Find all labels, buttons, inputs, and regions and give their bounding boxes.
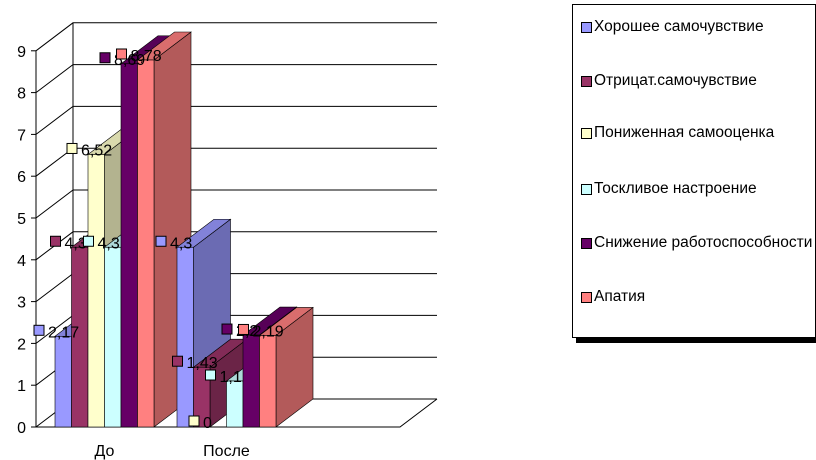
- data-label: 4,3: [65, 235, 87, 252]
- gridline: [35, 105, 437, 135]
- y-tick-label: 3: [17, 295, 26, 312]
- gridline: [35, 64, 437, 93]
- data-label-marker: [188, 415, 200, 427]
- data-label-marker: [66, 142, 78, 154]
- bar: [259, 335, 277, 428]
- y-tick-label: 9: [17, 44, 26, 61]
- x-tick-label: После: [203, 443, 250, 460]
- bar: [242, 334, 260, 428]
- legend-item-reduced-capacity: Снижение работоспособности: [581, 233, 816, 252]
- legend-swatch: [581, 238, 592, 249]
- bar: [226, 380, 244, 428]
- legend-item-sad-mood: Тоскливое настроение: [581, 179, 816, 198]
- data-label-marker: [221, 323, 233, 335]
- y-tick-label: 7: [17, 127, 26, 144]
- bar: [193, 366, 211, 428]
- bar: [87, 154, 105, 428]
- x-axis: [36, 398, 438, 428]
- data-label: 2,19: [253, 323, 284, 340]
- data-label: 2,17: [48, 324, 79, 341]
- data-label-marker: [205, 369, 216, 381]
- legend-swatch: [581, 292, 592, 303]
- data-label-marker: [83, 235, 94, 247]
- data-label: 4,3: [98, 235, 120, 252]
- data-label-marker: [50, 235, 61, 247]
- data-label: 0: [203, 415, 212, 432]
- legend-label: Тоскливое настроение: [594, 180, 757, 197]
- legend-item-low-self-esteem: Пониженная самооценка: [581, 123, 816, 142]
- legend-swatch: [581, 128, 592, 139]
- data-label-marker: [155, 235, 167, 247]
- y-tick-label: 2: [17, 336, 26, 353]
- legend-swatch: [581, 22, 592, 33]
- bar: [176, 246, 194, 428]
- x-tick-label: До: [95, 443, 115, 460]
- legend-label: Хорошее самочувствие: [594, 18, 764, 35]
- legend-item-negative-wellbeing: Отрицат.самочувствие: [581, 71, 816, 90]
- y-tick-label: 1: [17, 378, 26, 395]
- data-label-marker: [33, 324, 45, 336]
- y-tick-label: 4: [17, 253, 26, 270]
- legend-swatch: [581, 184, 592, 195]
- data-label-marker: [99, 52, 111, 64]
- legend-label: Пониженная самооценка: [594, 124, 775, 141]
- data-label: 1,43: [187, 355, 218, 372]
- bar: [104, 246, 122, 428]
- legend-item-good-wellbeing: Хорошее самочувствие: [581, 17, 816, 36]
- bar: [120, 63, 138, 428]
- data-label-marker: [238, 323, 249, 335]
- data-label: 8,78: [131, 48, 162, 65]
- data-label: 6,52: [81, 142, 112, 159]
- data-label: 4,3: [170, 235, 192, 252]
- y-tick-label: 8: [17, 86, 26, 103]
- y-tick-label: 0: [17, 420, 26, 437]
- legend-item-apathy: Апатия: [581, 287, 816, 306]
- legend-label: Отрицат.самочувствие: [594, 72, 757, 89]
- gridline: [35, 22, 437, 52]
- data-label-marker: [116, 48, 127, 60]
- chart-legend: Хорошее самочувствие Отрицат.самочувстви…: [572, 4, 816, 338]
- y-tick-label: 5: [17, 211, 26, 228]
- legend-label: Апатия: [594, 288, 646, 305]
- legend-label: Снижение работоспособности: [594, 234, 813, 251]
- bar: [137, 59, 155, 428]
- data-label-marker: [172, 355, 183, 367]
- legend-swatch: [581, 76, 592, 87]
- bar: [54, 335, 72, 428]
- data-label: 1,1: [220, 369, 242, 386]
- y-tick-label: 6: [17, 169, 26, 186]
